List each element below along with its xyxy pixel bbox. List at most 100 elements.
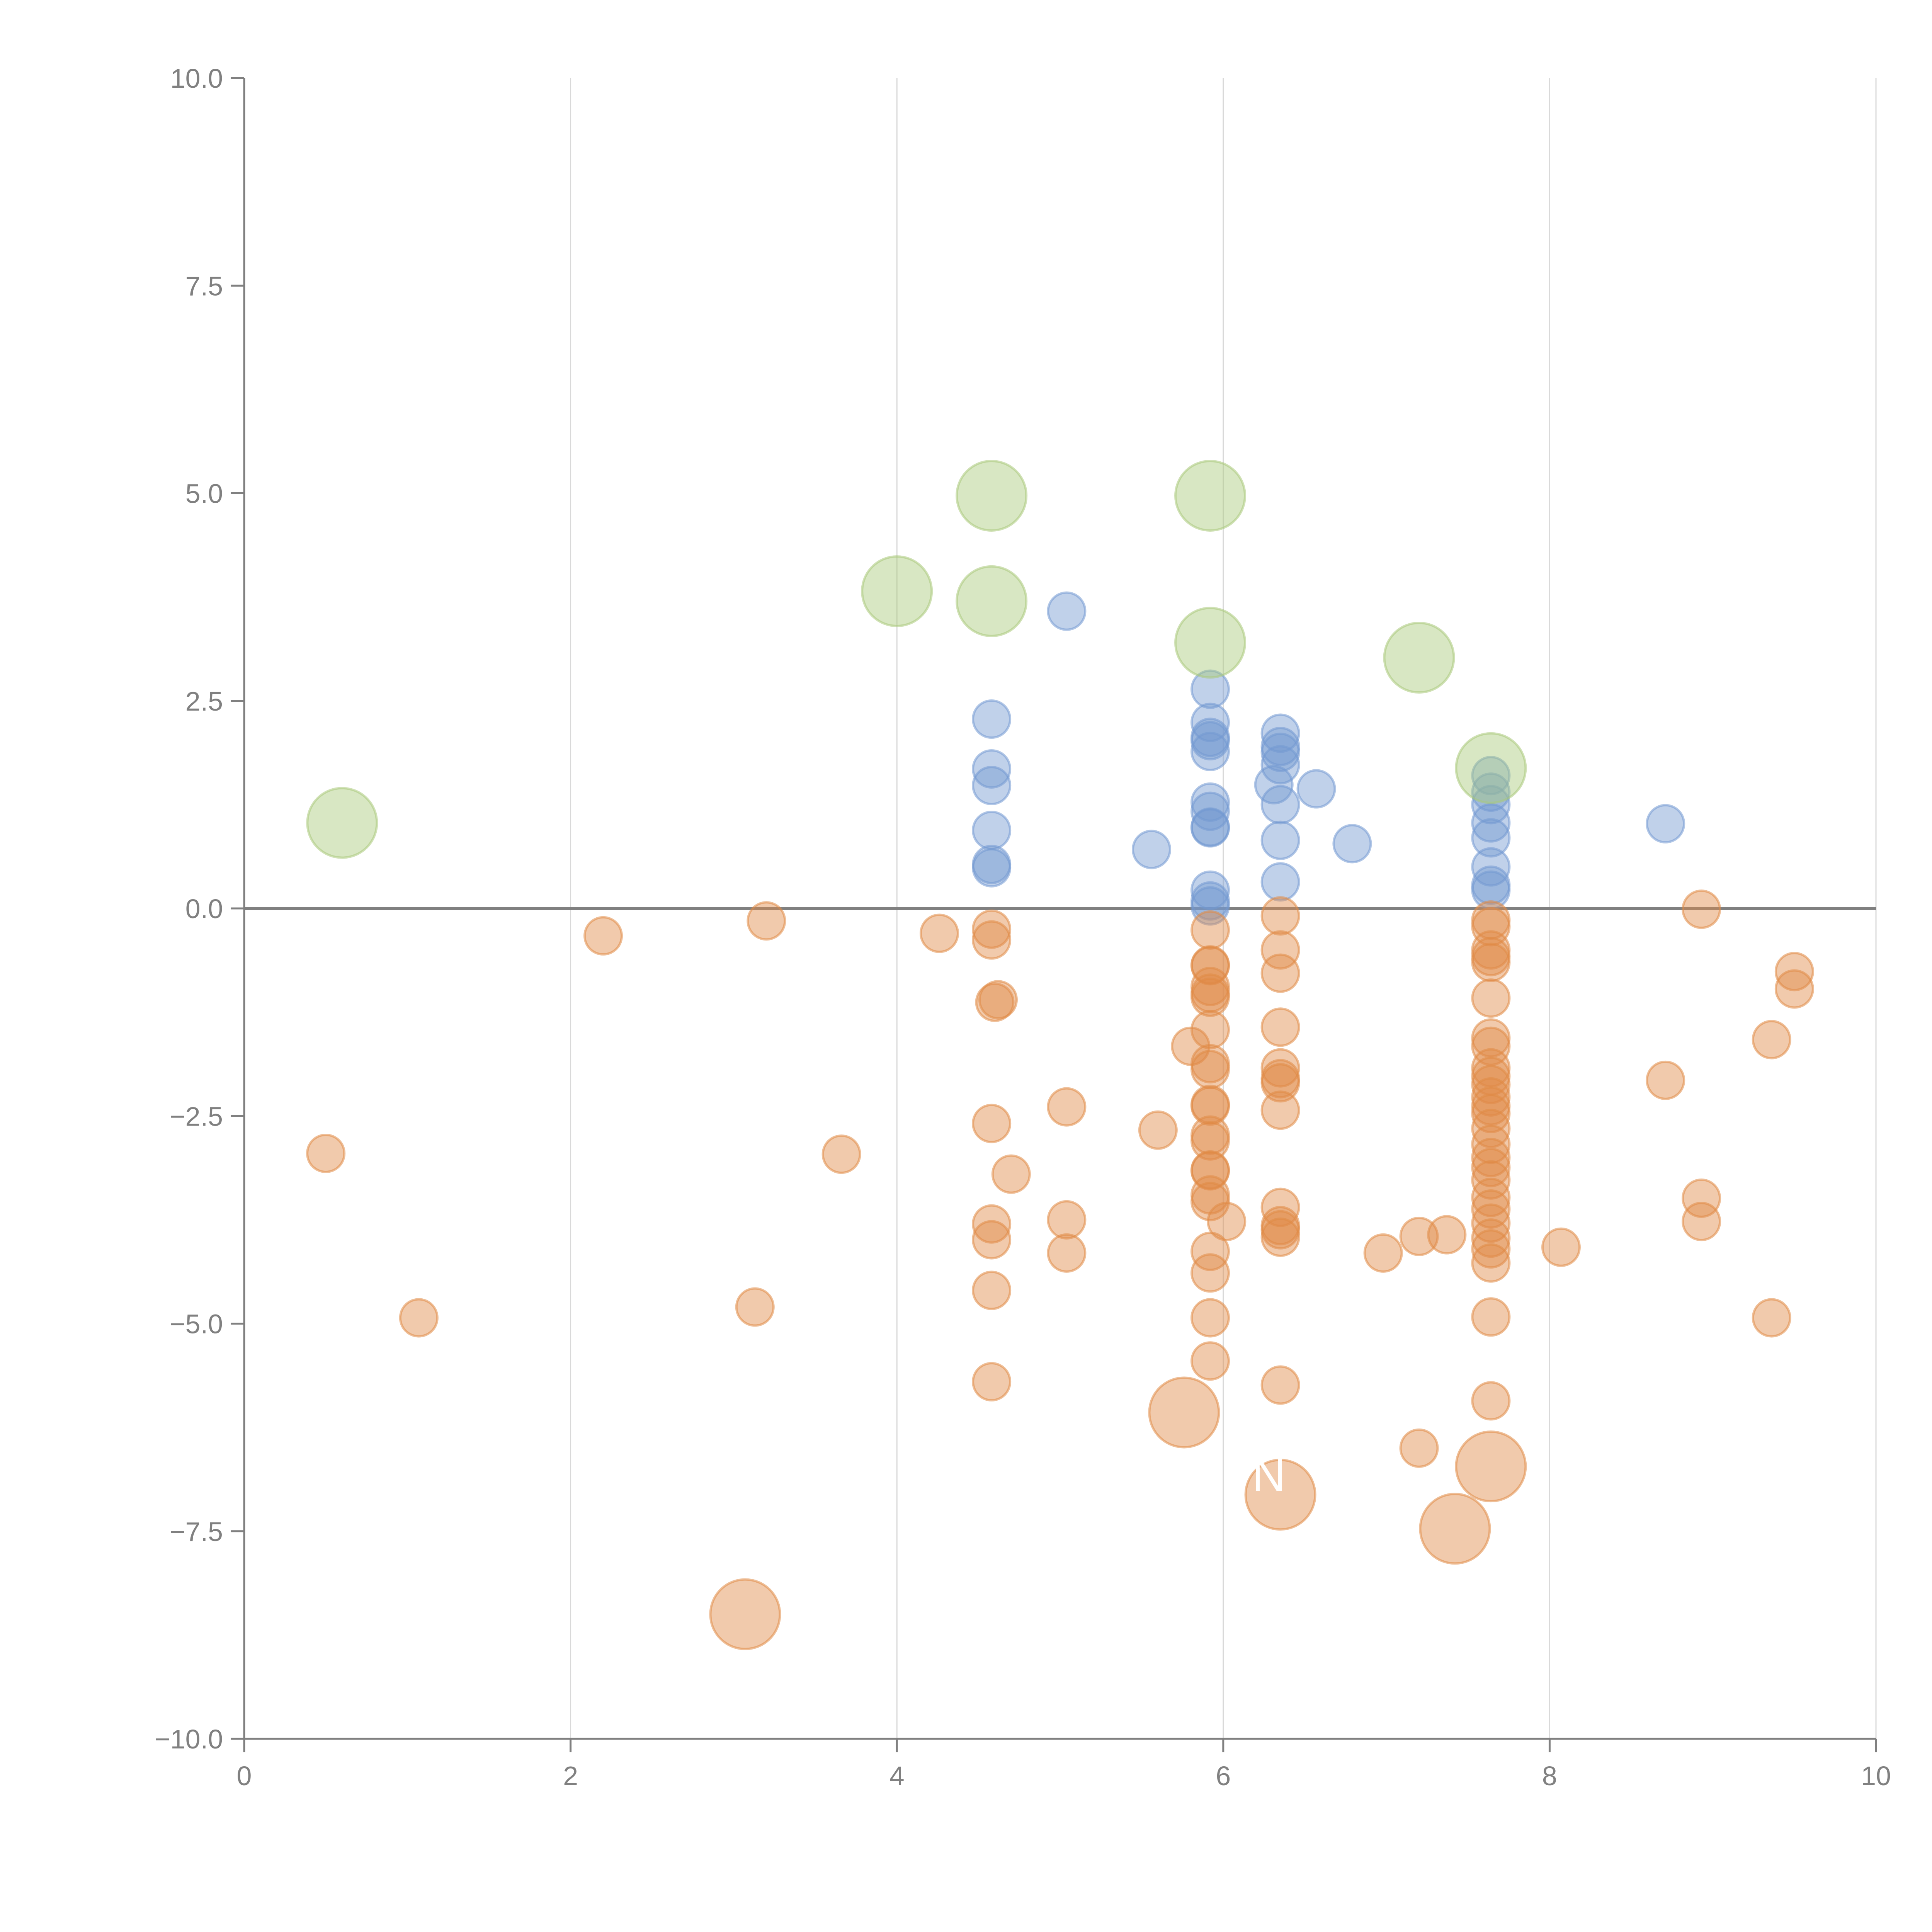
data-point: [975, 982, 1015, 1022]
data-point: [1190, 721, 1230, 760]
data-point: [1471, 818, 1511, 858]
data-points: [306, 459, 1814, 1650]
data-point: [1296, 769, 1336, 809]
x-tick-label: 10: [1861, 1761, 1891, 1791]
annotation-labels: N: [1252, 1449, 1286, 1501]
data-point: [1260, 1218, 1300, 1257]
y-tick-label: 10.0: [170, 63, 223, 94]
data-point: [1363, 1233, 1403, 1273]
data-point: [1190, 1086, 1230, 1126]
data-point: [1260, 785, 1300, 825]
data-point: [306, 1133, 346, 1173]
data-point: [861, 555, 933, 628]
data-point: [1471, 1138, 1511, 1177]
data-point: [956, 565, 1028, 637]
data-point: [583, 916, 623, 956]
data-point: [1471, 1381, 1511, 1421]
data-point: [747, 901, 786, 941]
data-point: [1427, 1215, 1467, 1255]
data-point: [1752, 1298, 1791, 1338]
y-tick-label: −10.0: [155, 1724, 223, 1754]
data-point: [1646, 1060, 1685, 1100]
data-point: [1190, 977, 1230, 1017]
data-point: [1260, 862, 1300, 902]
data-point: [972, 810, 1012, 850]
data-point: [1471, 1124, 1511, 1164]
data-point: [1148, 1376, 1220, 1449]
data-point: [972, 1104, 1012, 1143]
data-point: [972, 699, 1012, 739]
data-point: [1332, 824, 1372, 864]
data-point: [1471, 756, 1511, 796]
data-point: [1190, 1341, 1230, 1381]
y-tick-label: 7.5: [185, 271, 223, 301]
data-point: [1260, 953, 1300, 993]
annotation-label: N: [1252, 1449, 1286, 1501]
data-point: [1260, 1007, 1300, 1047]
y-tick-label: −7.5: [170, 1517, 223, 1547]
series-positive: [972, 591, 1685, 926]
data-point: [1131, 830, 1171, 869]
series-highlight-negative: [709, 1376, 1527, 1650]
data-point: [735, 1287, 775, 1327]
data-point: [1260, 820, 1300, 860]
data-point: [1455, 1430, 1527, 1503]
data-point: [1682, 1179, 1721, 1218]
data-point: [1419, 1493, 1491, 1565]
data-point: [972, 749, 1012, 789]
data-point: [1260, 930, 1300, 970]
data-point: [1774, 969, 1814, 1009]
data-point: [1471, 1094, 1511, 1133]
data-point: [1138, 1110, 1178, 1150]
data-point: [1190, 1253, 1230, 1293]
data-point: [1471, 1148, 1511, 1187]
data-point: [1190, 1049, 1230, 1089]
data-point: [1190, 1231, 1230, 1271]
data-point: [1190, 669, 1230, 709]
data-point: [978, 980, 1018, 1020]
data-point: [1047, 591, 1087, 631]
x-tick-label: 8: [1542, 1761, 1557, 1791]
x-tick-label: 6: [1216, 1761, 1231, 1791]
data-point: [306, 787, 378, 859]
data-point: [1047, 1200, 1087, 1240]
data-point: [1471, 803, 1511, 843]
data-point: [1383, 622, 1455, 694]
data-point: [1471, 978, 1511, 1018]
data-point: [1455, 732, 1527, 804]
data-point: [1047, 1233, 1087, 1273]
x-tick-label: 0: [237, 1761, 252, 1791]
data-point: [1190, 791, 1230, 831]
data-point: [1471, 1077, 1511, 1117]
data-point: [972, 1220, 1012, 1260]
axes: 0 2 4 6 8 10 10.0 7.5 5.0 2.5 0.0 −2.5 −5.0 −7.5 −10.0: [155, 63, 1891, 1791]
data-point: [821, 1134, 861, 1174]
data-point: [1244, 1459, 1316, 1531]
data-point: [972, 765, 1012, 805]
data-point: [972, 909, 1012, 949]
data-point: [709, 1578, 781, 1650]
data-point: [972, 1362, 1012, 1401]
data-point: [1646, 804, 1685, 844]
data-point: [972, 848, 1012, 888]
series-negative: [306, 889, 1814, 1468]
data-point: [1190, 910, 1230, 950]
data-point: [1190, 1121, 1230, 1161]
data-point: [1260, 1063, 1300, 1103]
data-point: [1190, 870, 1230, 910]
data-point: [1471, 907, 1511, 947]
data-point: [1752, 1020, 1791, 1060]
y-tick-label: −2.5: [170, 1101, 223, 1131]
data-point: [1190, 1298, 1230, 1338]
data-point: [399, 1298, 439, 1338]
data-point: [1260, 896, 1300, 936]
data-point: [972, 920, 1012, 960]
data-point: [1399, 1428, 1439, 1468]
data-point: [1471, 1109, 1511, 1148]
data-point: [1471, 1189, 1511, 1229]
y-tick-label: 2.5: [185, 686, 223, 716]
data-point: [1260, 1365, 1300, 1405]
data-point: [972, 1204, 1012, 1244]
data-point: [1471, 942, 1511, 982]
